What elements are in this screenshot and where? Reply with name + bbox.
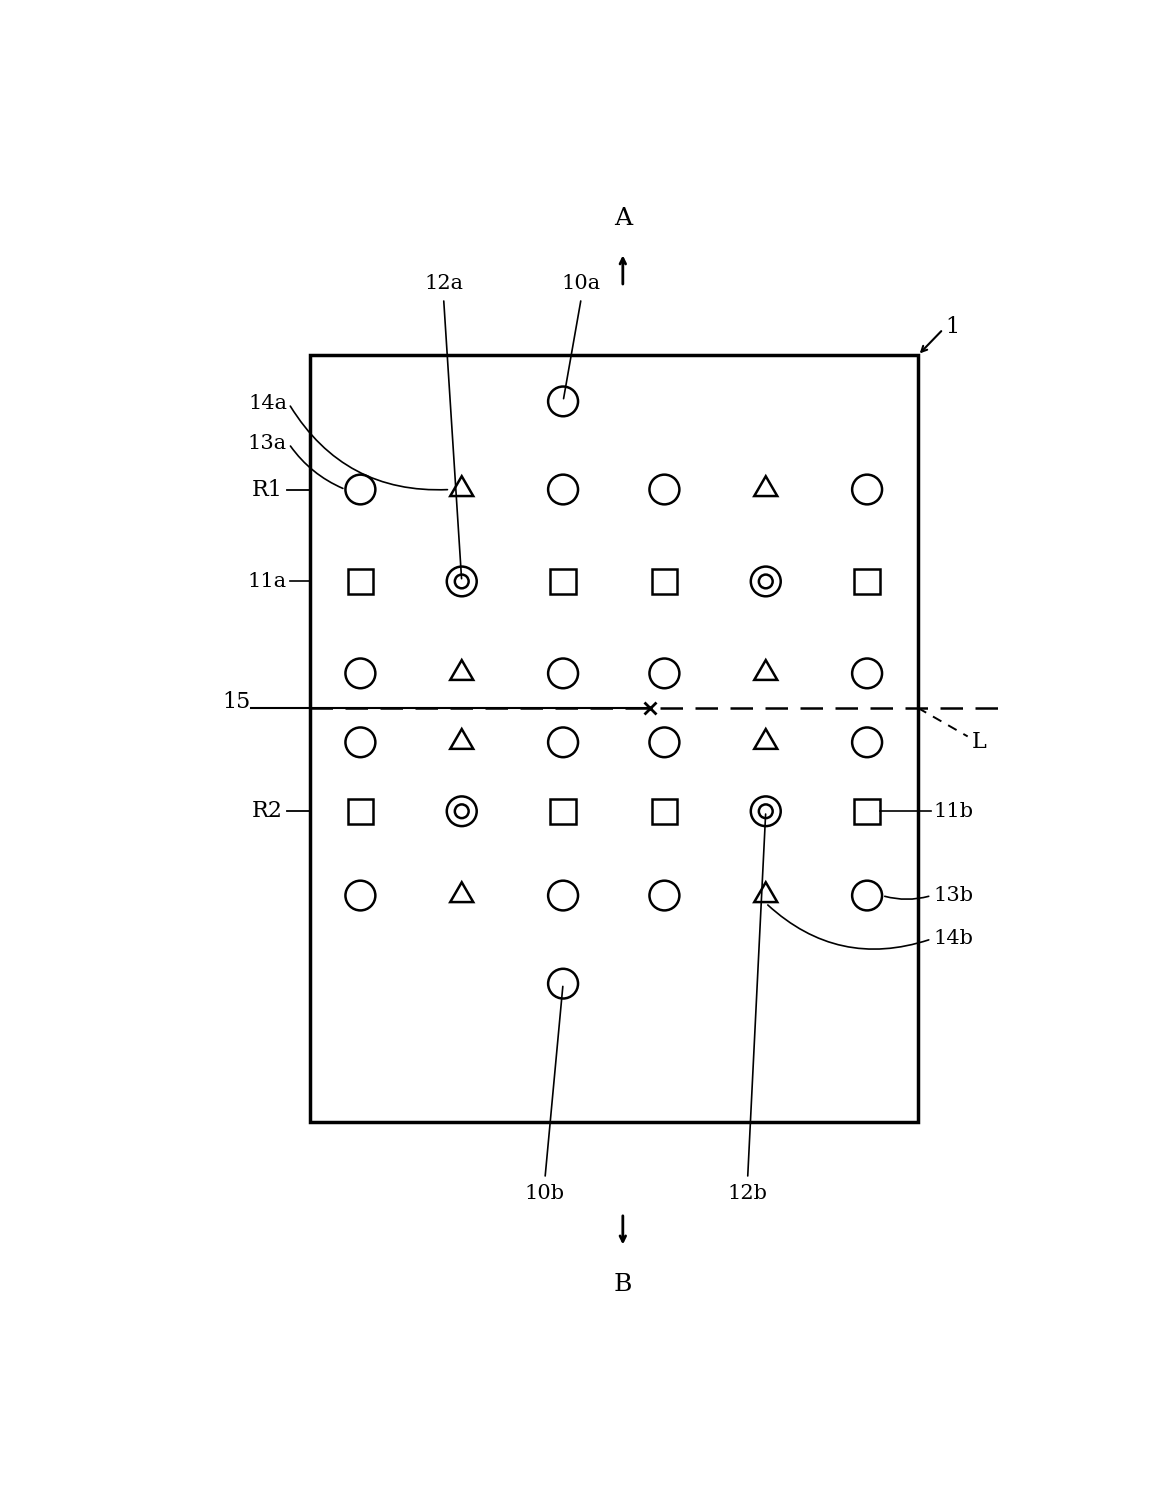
Text: 11a: 11a bbox=[248, 572, 287, 591]
Bar bbox=[855, 799, 879, 824]
Text: R2: R2 bbox=[252, 800, 282, 823]
Text: 14a: 14a bbox=[248, 394, 287, 413]
Text: 10b: 10b bbox=[525, 1185, 564, 1203]
Text: 12a: 12a bbox=[424, 273, 463, 293]
Text: 15: 15 bbox=[222, 691, 251, 713]
Text: 12b: 12b bbox=[727, 1185, 767, 1203]
Text: R1: R1 bbox=[252, 478, 282, 500]
Bar bbox=[348, 799, 374, 824]
Text: A: A bbox=[614, 206, 632, 230]
Text: L: L bbox=[972, 731, 987, 753]
Text: 13b: 13b bbox=[933, 887, 973, 904]
Bar bbox=[309, 355, 918, 1121]
Text: 13a: 13a bbox=[248, 434, 287, 453]
Bar bbox=[652, 569, 677, 594]
Bar bbox=[348, 569, 374, 594]
Text: B: B bbox=[614, 1274, 632, 1296]
Bar bbox=[855, 569, 879, 594]
Bar bbox=[550, 799, 576, 824]
Text: 10a: 10a bbox=[562, 273, 601, 293]
Text: 1: 1 bbox=[945, 316, 959, 339]
Bar bbox=[652, 799, 677, 824]
Text: 11b: 11b bbox=[933, 802, 973, 821]
Bar bbox=[550, 569, 576, 594]
Text: 14b: 14b bbox=[933, 930, 973, 949]
